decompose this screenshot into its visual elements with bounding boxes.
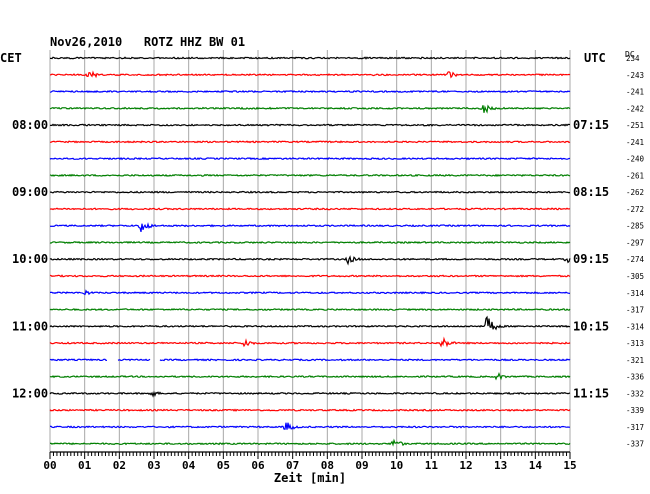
right-time-label: 08:15 xyxy=(573,185,609,199)
x-tick-label: 13 xyxy=(494,459,507,472)
x-tick-label: 07 xyxy=(286,459,299,472)
dc-offset-label: 234 xyxy=(626,54,640,63)
trace-row-21 xyxy=(49,408,571,412)
x-tick-label: 09 xyxy=(355,459,368,472)
x-axis-label: Zeit [min] xyxy=(274,471,346,485)
trace-row-13 xyxy=(49,274,571,278)
trace-row-15 xyxy=(49,307,571,312)
left-time-label: 09:00 xyxy=(12,185,48,199)
dc-offset-label: -285 xyxy=(626,222,644,231)
trace-row-0 xyxy=(49,56,571,60)
x-tick-label: 11 xyxy=(425,459,439,472)
x-tick-label: 03 xyxy=(147,459,160,472)
left-time-label: 11:00 xyxy=(12,319,48,333)
x-tick-label: 10 xyxy=(390,459,403,472)
right-time-label: 09:15 xyxy=(573,252,609,266)
trace-row-1 xyxy=(49,70,571,79)
x-tick-label: 02 xyxy=(113,459,126,472)
trace-row-9 xyxy=(49,207,571,211)
x-axis: 00 01 02 03 04 05 06 07 08 09 10 11 12 13 14 15 xyxy=(43,451,577,472)
dc-offset-label: -317 xyxy=(626,423,644,432)
dc-offset-label: -305 xyxy=(626,272,644,281)
trace-row-14 xyxy=(50,289,571,296)
dc-offset-label: -242 xyxy=(626,104,644,113)
dc-offset-label: -241 xyxy=(626,88,644,97)
dc-offset-label: -240 xyxy=(626,155,645,164)
right-time-label: 07:15 xyxy=(573,118,609,132)
dc-offset-label: -262 xyxy=(626,188,644,197)
x-tick-label: 08 xyxy=(321,459,334,472)
trace-row-20 xyxy=(49,390,571,398)
x-tick-label: 15 xyxy=(563,459,576,472)
dc-offset-label: -251 xyxy=(626,121,644,130)
x-tick-label: 05 xyxy=(217,459,230,472)
x-tick-label: 00 xyxy=(43,459,56,472)
left-time-label: 10:00 xyxy=(12,252,48,266)
left-time-label: 08:00 xyxy=(12,118,48,132)
right-time-label: 10:15 xyxy=(573,319,609,333)
dc-offset-label: -336 xyxy=(626,373,645,382)
dc-offset-label: -241 xyxy=(626,138,644,147)
trace-row-23 xyxy=(49,438,571,447)
dc-offset-label: -314 xyxy=(626,322,645,331)
trace-row-16 xyxy=(49,315,571,331)
right-time-labels: 07:15 08:15 09:15 10:15 11:15 xyxy=(573,118,609,400)
dc-offset-label: -313 xyxy=(626,339,644,348)
dc-offset-label: -297 xyxy=(626,238,644,247)
chart-title: Nov26,2010 ROTZ HHZ BW 01 xyxy=(50,35,245,49)
trace-row-11 xyxy=(49,240,571,245)
trace-row-12 xyxy=(49,255,571,266)
dc-offset-label: -337 xyxy=(626,440,644,449)
trace-row-3 xyxy=(49,104,571,114)
trace-row-6 xyxy=(49,157,570,161)
left-timezone-label: CET xyxy=(0,51,22,65)
trace-row-18 xyxy=(49,358,571,362)
trace-row-4 xyxy=(49,123,570,127)
seismic-traces xyxy=(49,56,571,447)
x-tick-label: 04 xyxy=(182,459,196,472)
trace-row-17 xyxy=(49,336,571,348)
right-timezone-label: UTC xyxy=(584,51,606,65)
trace-row-10 xyxy=(49,222,571,233)
left-time-label: 12:00 xyxy=(12,386,48,400)
dc-offset-label: -274 xyxy=(626,255,645,264)
dc-offset-label: -272 xyxy=(626,205,644,214)
x-tick-label: 14 xyxy=(529,459,543,472)
trace-row-8 xyxy=(49,190,571,194)
right-time-label: 11:15 xyxy=(573,386,609,400)
trace-row-2 xyxy=(49,89,571,94)
dc-offset-label: -314 xyxy=(626,289,645,298)
trace-row-5 xyxy=(49,140,571,144)
trace-row-22 xyxy=(49,422,570,430)
trace-row-7 xyxy=(49,173,571,178)
plot-grid xyxy=(49,50,571,452)
x-tick-label: 06 xyxy=(251,459,265,472)
left-time-labels: 08:00 09:00 10:00 11:00 12:00 xyxy=(12,118,48,400)
dc-offset-labels: 234 -243 -241 -242 -251 -241 -240 -261 -262 -272 -… xyxy=(626,54,645,449)
dc-offset-label: -317 xyxy=(626,306,644,315)
dc-offset-label: -243 xyxy=(626,71,644,80)
dc-offset-label: -332 xyxy=(626,389,644,398)
x-tick-label: 01 xyxy=(78,459,92,472)
dc-offset-header: DC xyxy=(625,50,635,59)
dc-offset-label: -261 xyxy=(626,171,644,180)
x-tick-label: 12 xyxy=(459,459,472,472)
dc-offset-label: -321 xyxy=(626,356,644,365)
trace-row-19 xyxy=(49,372,571,381)
dc-offset-label: -339 xyxy=(626,406,644,415)
